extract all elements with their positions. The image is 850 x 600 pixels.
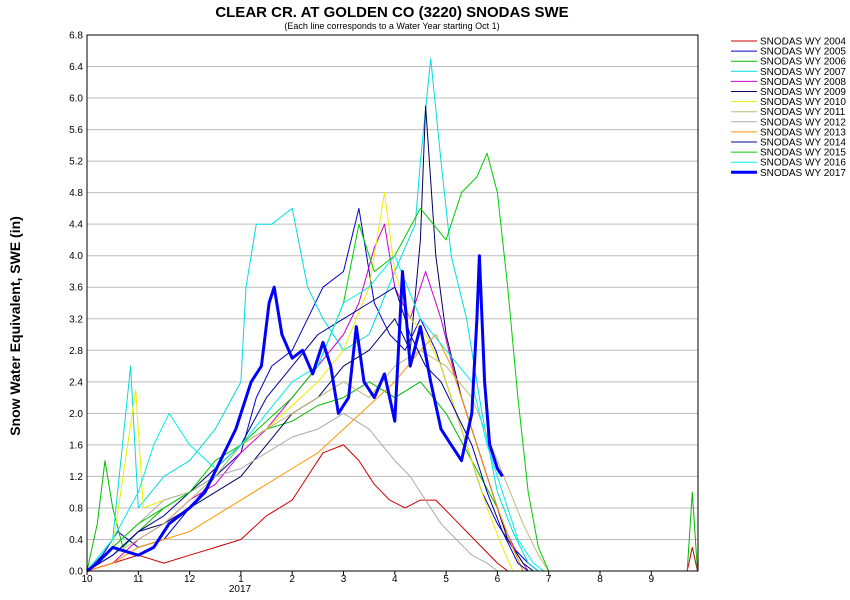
y-tick-label: 2.0: [69, 409, 83, 420]
x-tick-label: 3: [341, 574, 347, 585]
legend-label: SNODAS WY 2013: [760, 127, 846, 138]
y-tick-label: 2.8: [69, 346, 83, 357]
y-tick-label: 2.4: [69, 377, 83, 388]
series-line: [86, 152, 550, 572]
x-tick-labels: 10 11 12 1 2 3 4 5 6 7 8 9: [81, 571, 655, 585]
x-tick-label: 9: [649, 574, 655, 585]
x-tick-label: 6: [495, 574, 501, 585]
series-line: [86, 349, 550, 572]
legend-label: SNODAS WY 2016: [760, 158, 846, 169]
series-line: [86, 105, 534, 572]
y-tick-label: 0.4: [69, 535, 83, 546]
x-tick-label: 2: [289, 574, 295, 585]
y-tick-label: 5.2: [69, 157, 83, 168]
chart-title: CLEAR CR. AT GOLDEN CO (3220) SNODAS SWE: [215, 4, 568, 21]
series-line: [86, 254, 504, 573]
y-tick-label: 6.8: [69, 31, 83, 42]
series-line: [86, 255, 544, 572]
series-line: [86, 444, 698, 572]
legend-label: SNODAS WY 2015: [760, 148, 846, 159]
plot-area-border: [86, 34, 699, 572]
y-tick-label: 1.2: [69, 472, 83, 483]
legend-label: SNODAS WY 2008: [760, 77, 846, 88]
x-tick-label: 11: [133, 574, 144, 585]
legend-label: SNODAS WY 2004: [760, 37, 846, 48]
legend-label: SNODAS WY 2014: [760, 138, 846, 149]
x-year-label: 2017: [229, 584, 252, 595]
legend-label: SNODAS WY 2010: [760, 97, 846, 108]
legend-label: SNODAS WY 2012: [760, 117, 846, 128]
y-tick-label: 6.0: [69, 94, 83, 105]
x-tick-label: 4: [392, 574, 398, 585]
gridlines: [87, 34, 698, 572]
y-tick-label: 4.8: [69, 188, 83, 199]
series-line: [86, 192, 514, 572]
series-line: [86, 58, 539, 572]
y-tick-labels: 0.0 0.4 0.8 1.2 1.6 2.0 2.4 2.8 3.2 3.6 4.0 4.4 4.8 5…: [69, 31, 83, 578]
y-tick-label: 3.2: [69, 314, 83, 325]
series-line: [86, 334, 524, 572]
chart-subtitle: (Each line corresponds to a Water Year s…: [284, 21, 499, 31]
y-tick-label: 4.0: [69, 251, 83, 262]
x-tick-label: 8: [597, 574, 603, 585]
x-tick-label: 12: [184, 574, 196, 585]
x-tick-label: 10: [81, 574, 93, 585]
y-tick-label: 6.4: [69, 62, 83, 73]
y-tick-label: 3.6: [69, 283, 83, 294]
y-tick-label: 5.6: [69, 125, 83, 136]
x-tick-label: 1: [238, 574, 244, 585]
x-tick-label: 5: [443, 574, 449, 585]
legend-label: SNODAS WY 2011: [760, 107, 846, 118]
legend-label: SNODAS WY 2009: [760, 87, 846, 98]
legend-label: SNODAS WY 2017: [760, 168, 846, 179]
y-tick-label: 0.8: [69, 503, 83, 514]
legend-label: SNODAS WY 2007: [760, 67, 846, 78]
y-tick-label: 4.4: [69, 220, 83, 231]
y-tick-label: 0.0: [69, 567, 83, 578]
series-line: [86, 412, 498, 572]
series-line: [86, 286, 529, 572]
series-lines: [86, 58, 698, 573]
x-tick-label: 7: [546, 574, 552, 585]
legend-label: SNODAS WY 2006: [760, 57, 846, 68]
y-axis-label: Snow Water Equivalent, SWE (in): [7, 216, 23, 436]
y-tick-label: 1.6: [69, 440, 83, 451]
legend-label: SNODAS WY 2005: [760, 47, 846, 58]
